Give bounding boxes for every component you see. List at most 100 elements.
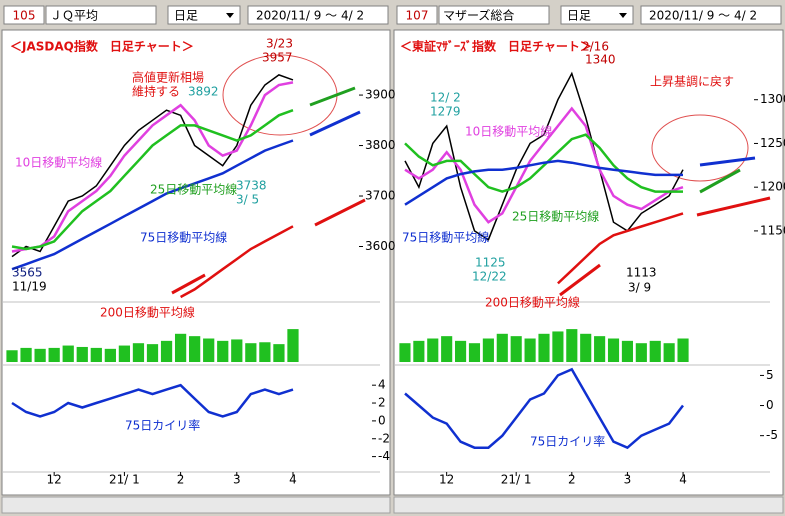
volume-bar	[76, 346, 88, 362]
annotation: 上昇基調に戻す	[650, 75, 734, 89]
x-tick-label: 12	[47, 473, 62, 487]
annotation: 3/23	[266, 37, 293, 51]
annotation: 12/22	[472, 270, 507, 284]
y-tick-label: 3700	[365, 189, 396, 203]
volume-bar	[20, 347, 32, 362]
range: 2020/11/ 9 ～ 4/ 2	[256, 9, 364, 23]
range-box	[247, 5, 389, 25]
volume-bar	[468, 343, 481, 362]
volume-bar	[174, 333, 187, 362]
arrow	[699, 168, 741, 194]
annotation: 3/ 9	[628, 281, 651, 295]
annotation: 25日移動平均線	[512, 209, 599, 224]
volume-bar	[566, 329, 578, 362]
volume-bar	[146, 344, 159, 362]
arrow	[309, 86, 356, 107]
volume-bar	[217, 340, 229, 362]
panel-left	[1, 29, 391, 496]
y-tick-label: 3900	[365, 88, 396, 102]
annotation: ＜JASDAQ指数 日足チャート＞	[10, 39, 194, 54]
volume-bar	[635, 343, 647, 362]
annotation: 75日カイリ率	[530, 434, 605, 449]
y-tick-label: 3600	[365, 239, 396, 253]
annotation: ＜東証ﾏｻﾞｰｽﾞ指数 日足チャート＞	[400, 39, 592, 54]
volume-bar	[245, 343, 257, 362]
y-tick-label: -2	[378, 431, 390, 445]
volume-bar	[441, 336, 453, 362]
volume-bar	[132, 343, 145, 362]
code: 105	[13, 9, 36, 23]
annotation: 高値更新相場	[132, 70, 204, 85]
volume-bar	[6, 350, 18, 362]
annotation: 3/ 5	[236, 193, 259, 207]
volume-bar	[231, 339, 243, 362]
volume-bar	[510, 336, 522, 362]
x-tick-label: 3	[624, 473, 632, 487]
y-tick-label: 3800	[365, 138, 396, 152]
x-tick-label: 21/ 1	[501, 473, 532, 487]
y-tick-label: 1250	[760, 136, 785, 150]
volume-bar	[399, 343, 411, 362]
annotation: 3892	[188, 85, 219, 99]
dropdown-arrow	[619, 13, 627, 18]
x-tick-label: 2	[568, 473, 576, 487]
scrollbar[interactable]	[393, 496, 784, 514]
annotation: 3957	[262, 51, 293, 65]
annotation: 3738	[236, 179, 267, 193]
volume-bar	[496, 333, 508, 362]
annotation: 12/ 2	[430, 91, 461, 105]
scrollbar[interactable]	[1, 496, 391, 514]
code-box	[3, 5, 45, 25]
arrow	[171, 273, 206, 295]
dropdown-arrow	[226, 13, 234, 18]
moving-average	[404, 159, 683, 206]
moving-average	[11, 81, 294, 253]
annotation: 10日移動平均線	[15, 155, 102, 170]
volume-bar	[189, 336, 201, 362]
annotation: 75日移動平均線	[140, 230, 227, 245]
kairi-line	[11, 383, 294, 418]
annotation: 10日移動平均線	[465, 124, 552, 139]
volume-bar	[482, 338, 494, 362]
range: 2020/11/ 9 ～ 4/ 2	[649, 9, 757, 23]
name-box	[45, 5, 157, 25]
volume-bar	[34, 348, 46, 362]
y-tick-label: 1300	[760, 92, 785, 106]
moving-average	[11, 109, 294, 251]
code: 107	[406, 9, 429, 23]
annotation: 維持する	[132, 84, 180, 99]
volume-bar	[552, 331, 564, 362]
volume-bar	[62, 345, 74, 362]
y-tick-label: 4	[378, 378, 386, 392]
arrow	[314, 198, 366, 227]
x-tick-label: 2	[177, 473, 185, 487]
moving-average	[404, 106, 684, 224]
volume-bar	[607, 338, 620, 362]
annotation: 200日移動平均線	[485, 295, 580, 310]
annotation: 200日移動平均線	[100, 305, 195, 320]
volume-bar	[259, 342, 271, 362]
period-select[interactable]	[560, 5, 634, 25]
period-select[interactable]	[167, 5, 241, 25]
y-tick-label: 0	[766, 398, 774, 412]
volume-bar	[90, 347, 102, 362]
volume-bar	[677, 338, 689, 362]
volume-bar	[621, 340, 633, 362]
x-tick-label: 12	[439, 473, 454, 487]
arrow	[696, 196, 771, 217]
volume-bar	[594, 336, 606, 362]
price-line	[11, 74, 294, 258]
volume-bar	[287, 329, 299, 362]
arrow	[699, 156, 756, 167]
annotation: 1340	[585, 53, 616, 67]
name: ＪＱ平均	[50, 9, 98, 23]
highlight	[651, 114, 749, 182]
range-box	[640, 5, 782, 25]
volume-bar	[118, 345, 131, 362]
name-box	[438, 5, 550, 25]
x-tick-label: 4	[289, 473, 297, 487]
volume-bar	[273, 344, 285, 362]
volume-bar	[427, 338, 439, 362]
annotation: 2/16	[582, 40, 609, 54]
